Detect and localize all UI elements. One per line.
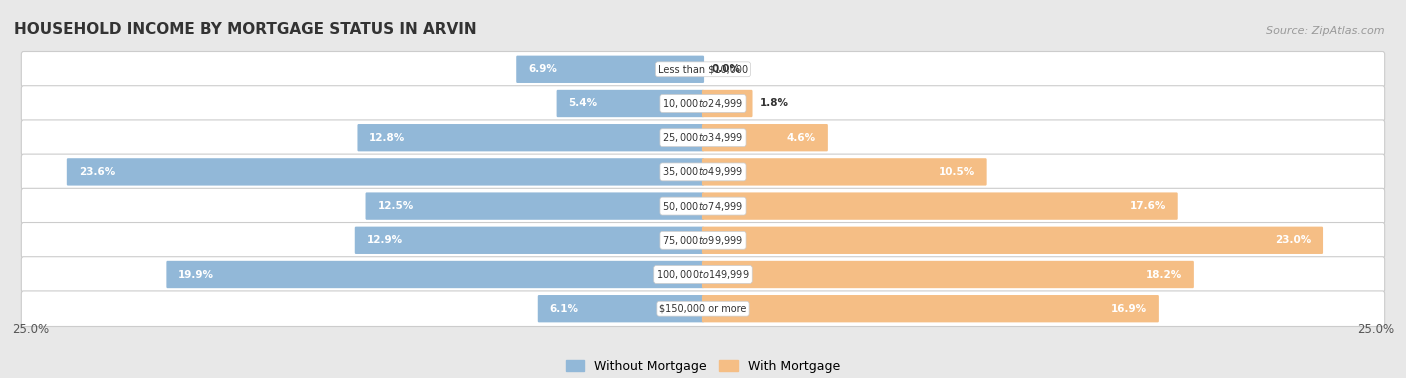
FancyBboxPatch shape xyxy=(702,295,1159,322)
Text: 1.8%: 1.8% xyxy=(759,99,789,108)
Legend: Without Mortgage, With Mortgage: Without Mortgage, With Mortgage xyxy=(561,355,845,378)
Text: 19.9%: 19.9% xyxy=(179,270,214,279)
Text: $100,000 to $149,999: $100,000 to $149,999 xyxy=(657,268,749,281)
Text: $75,000 to $99,999: $75,000 to $99,999 xyxy=(662,234,744,247)
FancyBboxPatch shape xyxy=(21,188,1385,224)
Text: 23.6%: 23.6% xyxy=(79,167,115,177)
Text: 5.4%: 5.4% xyxy=(568,99,598,108)
Text: $25,000 to $34,999: $25,000 to $34,999 xyxy=(662,131,744,144)
FancyBboxPatch shape xyxy=(21,120,1385,155)
Text: $150,000 or more: $150,000 or more xyxy=(659,304,747,314)
Text: 17.6%: 17.6% xyxy=(1129,201,1166,211)
Text: $50,000 to $74,999: $50,000 to $74,999 xyxy=(662,200,744,212)
Text: 6.9%: 6.9% xyxy=(529,64,557,74)
FancyBboxPatch shape xyxy=(537,295,704,322)
Text: 12.8%: 12.8% xyxy=(370,133,405,143)
Text: $35,000 to $49,999: $35,000 to $49,999 xyxy=(662,166,744,178)
FancyBboxPatch shape xyxy=(67,158,704,186)
FancyBboxPatch shape xyxy=(21,223,1385,258)
FancyBboxPatch shape xyxy=(702,227,1323,254)
FancyBboxPatch shape xyxy=(21,257,1385,292)
FancyBboxPatch shape xyxy=(354,227,704,254)
FancyBboxPatch shape xyxy=(702,90,752,117)
FancyBboxPatch shape xyxy=(166,261,704,288)
FancyBboxPatch shape xyxy=(557,90,704,117)
FancyBboxPatch shape xyxy=(702,192,1178,220)
FancyBboxPatch shape xyxy=(702,124,828,151)
FancyBboxPatch shape xyxy=(21,154,1385,190)
FancyBboxPatch shape xyxy=(516,56,704,83)
FancyBboxPatch shape xyxy=(702,261,1194,288)
FancyBboxPatch shape xyxy=(21,51,1385,87)
FancyBboxPatch shape xyxy=(357,124,704,151)
Text: 25.0%: 25.0% xyxy=(1357,324,1395,336)
Text: HOUSEHOLD INCOME BY MORTGAGE STATUS IN ARVIN: HOUSEHOLD INCOME BY MORTGAGE STATUS IN A… xyxy=(14,22,477,37)
Text: Less than $10,000: Less than $10,000 xyxy=(658,64,748,74)
Text: 18.2%: 18.2% xyxy=(1146,270,1182,279)
FancyBboxPatch shape xyxy=(366,192,704,220)
Text: Source: ZipAtlas.com: Source: ZipAtlas.com xyxy=(1267,26,1385,36)
Text: 4.6%: 4.6% xyxy=(787,133,815,143)
Text: 25.0%: 25.0% xyxy=(11,324,49,336)
Text: 23.0%: 23.0% xyxy=(1275,235,1312,245)
Text: 16.9%: 16.9% xyxy=(1111,304,1147,314)
Text: 12.9%: 12.9% xyxy=(367,235,402,245)
FancyBboxPatch shape xyxy=(21,86,1385,121)
Text: 10.5%: 10.5% xyxy=(939,167,974,177)
Text: $10,000 to $24,999: $10,000 to $24,999 xyxy=(662,97,744,110)
Text: 6.1%: 6.1% xyxy=(550,304,579,314)
Text: 12.5%: 12.5% xyxy=(377,201,413,211)
FancyBboxPatch shape xyxy=(702,158,987,186)
Text: 0.0%: 0.0% xyxy=(711,64,740,74)
FancyBboxPatch shape xyxy=(21,291,1385,327)
